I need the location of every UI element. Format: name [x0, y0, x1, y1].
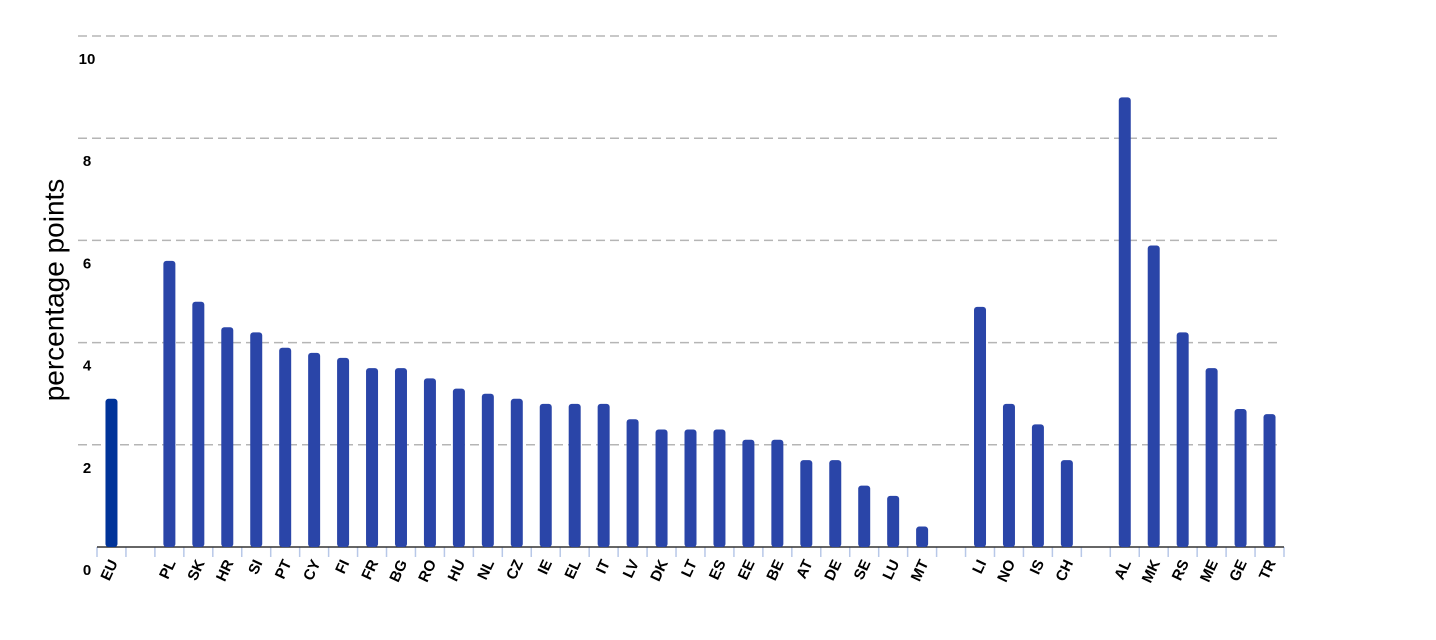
bar: [163, 260, 176, 547]
bar: [713, 429, 726, 547]
x-tick-label: PT: [272, 557, 296, 582]
bar: [366, 368, 379, 547]
y-axis-label: percentage points: [38, 179, 69, 402]
x-tick-label: MK: [1139, 557, 1164, 585]
bar: [279, 347, 292, 547]
x-tick-label: IE: [535, 557, 556, 577]
x-tick-label: CZ: [503, 557, 527, 582]
x-tick-label: BE: [763, 557, 787, 583]
x-tick-label: NL: [474, 557, 498, 582]
bar: [1031, 424, 1044, 547]
bar: [568, 403, 581, 547]
x-tick-label: IT: [593, 557, 614, 576]
bar: [1205, 368, 1218, 547]
bar: [539, 403, 552, 547]
bar: [192, 301, 205, 547]
x-tick-label: CY: [300, 557, 324, 583]
bar: [423, 378, 436, 547]
x-tick-label: EE: [735, 557, 759, 582]
bar: [626, 419, 639, 547]
bar: [250, 332, 263, 547]
bar: [800, 460, 813, 547]
y-tick-label: 8: [83, 153, 91, 170]
x-tick-label: SK: [184, 557, 208, 583]
bar: [1234, 409, 1247, 547]
x-tick-label: SE: [851, 557, 875, 582]
bar: [655, 429, 668, 547]
bar: [510, 398, 523, 547]
x-tick-label: LI: [969, 557, 990, 576]
x-tick-label: ME: [1197, 557, 1222, 585]
bar: [684, 429, 697, 547]
y-tick-label: 6: [83, 255, 91, 272]
x-tick-label: LT: [678, 557, 701, 580]
x-tick-label: GE: [1226, 557, 1251, 584]
x-tick-label: FR: [358, 557, 382, 582]
x-tick-label: NO: [994, 557, 1019, 585]
x-tick-label: FI: [332, 557, 353, 576]
bar: [481, 393, 494, 547]
x-tick-label: AL: [1111, 557, 1135, 582]
bar: [829, 460, 842, 547]
x-tick-label: ES: [706, 557, 730, 582]
x-tick-label: MT: [908, 557, 933, 584]
y-tick-label: 0: [83, 562, 91, 579]
x-tick-label: AT: [793, 557, 816, 581]
bar: [742, 439, 755, 547]
x-tick-label: SI: [245, 557, 266, 577]
bar: [394, 368, 407, 547]
x-tick-label: PL: [156, 557, 180, 582]
x-tick-label: HR: [213, 557, 238, 584]
x-tick-label: RS: [1169, 557, 1193, 583]
x-tick-label: HU: [445, 557, 470, 584]
bar: [974, 306, 987, 547]
x-tick-label: EU: [97, 557, 121, 583]
bar: [1060, 460, 1073, 547]
bar: [452, 388, 465, 547]
bar: [597, 403, 610, 547]
bar: [771, 439, 784, 547]
x-tick-label: IS: [1027, 557, 1048, 577]
y-tick-label: 4: [83, 358, 92, 375]
bar: [337, 357, 350, 547]
bar: [916, 526, 929, 547]
bar: [1118, 97, 1131, 547]
x-tick-label: TR: [1256, 557, 1280, 582]
x-tick-label: CH: [1053, 557, 1078, 584]
bar: [308, 352, 321, 547]
bar: [1147, 245, 1160, 547]
bar: [887, 495, 900, 547]
y-tick-label: 10: [79, 51, 96, 68]
bar: [1263, 414, 1276, 547]
y-tick-label: 2: [83, 460, 91, 477]
bar: [1002, 403, 1015, 547]
bar: [105, 398, 118, 547]
x-tick-label: DE: [821, 557, 845, 583]
x-tick-label: EL: [561, 557, 585, 582]
x-tick-label: LV: [620, 557, 643, 581]
bar: [221, 327, 234, 547]
bar: [1176, 332, 1189, 547]
bar: [858, 485, 871, 547]
x-tick-label: RO: [415, 557, 440, 585]
x-tick-label: DK: [647, 557, 672, 584]
x-tick-label: LU: [880, 557, 904, 582]
x-tick-label: BG: [386, 557, 411, 585]
